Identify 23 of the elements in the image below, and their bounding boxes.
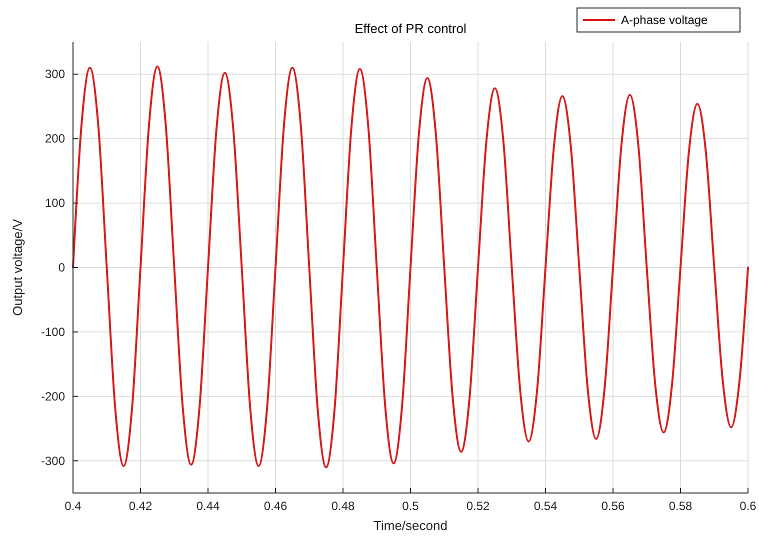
x-tick-label: 0.6 <box>740 499 757 513</box>
x-tick-label: 0.52 <box>466 499 490 513</box>
y-tick-label: 200 <box>44 132 66 146</box>
x-tick-label: 0.5 <box>402 499 420 513</box>
y-tick-label: 100 <box>44 196 66 210</box>
y-tick-label: 0 <box>58 260 66 274</box>
x-tick-label: 0.4 <box>64 499 82 513</box>
x-tick-label: 0.42 <box>128 499 152 513</box>
x-tick-label: 0.46 <box>264 499 288 513</box>
chart-title: Effect of PR control <box>354 21 466 36</box>
line-series <box>72 65 749 468</box>
x-tick-label: 0.44 <box>196 499 220 513</box>
legend-label: A-phase voltage <box>621 13 708 27</box>
y-tick-label: 300 <box>44 67 66 82</box>
x-tick-label: 0.48 <box>331 499 355 513</box>
x-axis-title: Time/second <box>374 518 448 533</box>
x-tick-label: 0.58 <box>668 499 692 513</box>
y-tick-label: -200 <box>40 389 66 404</box>
y-tick-label: -100 <box>40 324 66 339</box>
x-tick-label: 0.56 <box>601 499 625 513</box>
x-tick-label: 0.54 <box>534 499 558 513</box>
y-tick-label: -300 <box>40 454 66 468</box>
y-axis-title: Output voltage/V <box>10 218 25 316</box>
